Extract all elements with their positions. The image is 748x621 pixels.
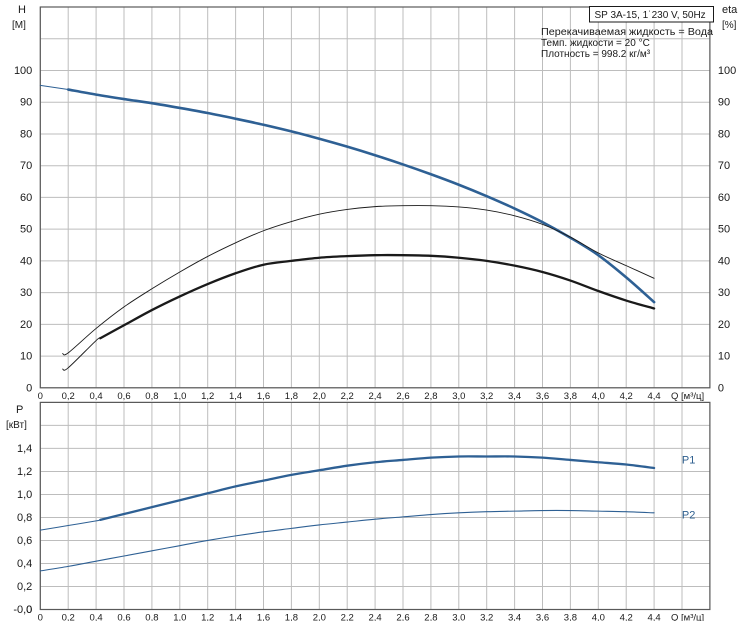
svg-text:1,0: 1,0 <box>17 489 32 501</box>
svg-text:1,4: 1,4 <box>229 613 242 621</box>
svg-text:3,8: 3,8 <box>564 391 577 402</box>
svg-text:Перекачиваемая жидкость = Вода: Перекачиваемая жидкость = Вода <box>541 27 713 38</box>
svg-text:P: P <box>16 404 23 416</box>
svg-text:Q [м³/ц]: Q [м³/ц] <box>671 391 704 402</box>
svg-text:60: 60 <box>718 192 730 204</box>
svg-text:10: 10 <box>718 351 730 363</box>
svg-text:90: 90 <box>20 97 32 109</box>
svg-text:90: 90 <box>718 97 730 109</box>
svg-text:50: 50 <box>20 224 32 236</box>
svg-text:4,4: 4,4 <box>647 613 660 621</box>
svg-text:0,8: 0,8 <box>145 391 158 402</box>
svg-text:2,4: 2,4 <box>368 613 381 621</box>
svg-text:3,6: 3,6 <box>536 391 549 402</box>
svg-text:0,6: 0,6 <box>117 391 130 402</box>
svg-text:40: 40 <box>718 255 730 267</box>
svg-text:40: 40 <box>20 255 32 267</box>
svg-text:3,6: 3,6 <box>536 613 549 621</box>
svg-text:2,6: 2,6 <box>396 613 409 621</box>
svg-text:1,2: 1,2 <box>17 466 32 478</box>
svg-text:1,4: 1,4 <box>229 391 242 402</box>
svg-text:SP 3A-15, 1˙230 V, 50Hz: SP 3A-15, 1˙230 V, 50Hz <box>595 10 706 21</box>
svg-text:0,2: 0,2 <box>62 613 75 621</box>
svg-text:30: 30 <box>718 287 730 299</box>
svg-text:P2: P2 <box>682 510 695 522</box>
svg-text:100: 100 <box>14 65 32 77</box>
svg-text:0: 0 <box>718 382 724 394</box>
svg-text:1,6: 1,6 <box>257 391 270 402</box>
svg-text:[кВт]: [кВт] <box>6 420 27 431</box>
svg-text:[%]: [%] <box>722 20 737 31</box>
svg-text:100: 100 <box>718 65 736 77</box>
svg-text:0,8: 0,8 <box>17 512 32 524</box>
svg-text:0: 0 <box>38 391 43 402</box>
svg-text:50: 50 <box>718 224 730 236</box>
svg-text:1,0: 1,0 <box>173 613 186 621</box>
svg-text:3,2: 3,2 <box>480 613 493 621</box>
svg-text:2,8: 2,8 <box>424 613 437 621</box>
svg-text:0,2: 0,2 <box>62 391 75 402</box>
svg-text:2,2: 2,2 <box>341 613 354 621</box>
svg-text:0: 0 <box>26 382 32 394</box>
svg-text:3,4: 3,4 <box>508 613 521 621</box>
svg-text:2,2: 2,2 <box>341 391 354 402</box>
svg-text:80: 80 <box>718 128 730 140</box>
svg-text:1,8: 1,8 <box>285 391 298 402</box>
svg-text:3,2: 3,2 <box>480 391 493 402</box>
svg-text:2,0: 2,0 <box>313 391 326 402</box>
svg-text:eta: eta <box>722 4 738 16</box>
svg-text:60: 60 <box>20 192 32 204</box>
svg-text:0,6: 0,6 <box>17 535 32 547</box>
svg-text:4,0: 4,0 <box>592 613 605 621</box>
svg-text:70: 70 <box>718 160 730 172</box>
svg-text:2,4: 2,4 <box>368 391 381 402</box>
svg-text:20: 20 <box>20 319 32 331</box>
svg-text:H: H <box>18 4 26 16</box>
svg-text:3,0: 3,0 <box>452 613 465 621</box>
svg-text:4,4: 4,4 <box>647 391 660 402</box>
svg-text:1,2: 1,2 <box>201 613 214 621</box>
svg-text:1,8: 1,8 <box>285 613 298 621</box>
svg-text:2,0: 2,0 <box>313 613 326 621</box>
svg-text:0,2: 0,2 <box>17 581 32 593</box>
svg-text:3,4: 3,4 <box>508 391 521 402</box>
svg-text:80: 80 <box>20 128 32 140</box>
svg-text:1,4: 1,4 <box>17 443 32 455</box>
svg-text:0: 0 <box>38 613 43 621</box>
svg-text:0: 0 <box>26 604 32 616</box>
svg-text:70: 70 <box>20 160 32 172</box>
svg-text:3,8: 3,8 <box>564 613 577 621</box>
svg-text:2,8: 2,8 <box>424 391 437 402</box>
svg-text:30: 30 <box>20 287 32 299</box>
svg-text:3,0: 3,0 <box>452 391 465 402</box>
svg-text:Q [м³/ц]: Q [м³/ц] <box>671 613 704 621</box>
svg-text:0,4: 0,4 <box>17 558 32 570</box>
svg-text:Плотность = 998.2 кг/м³: Плотность = 998.2 кг/м³ <box>541 49 651 60</box>
svg-text:P1: P1 <box>682 454 695 466</box>
svg-text:Темп. жидкости = 20 °C: Темп. жидкости = 20 °C <box>541 38 650 49</box>
svg-text:1,0: 1,0 <box>173 391 186 402</box>
svg-text:0,8: 0,8 <box>145 613 158 621</box>
svg-text:4,0: 4,0 <box>592 391 605 402</box>
svg-text:4,2: 4,2 <box>620 613 633 621</box>
svg-text:10: 10 <box>20 351 32 363</box>
svg-text:0,6: 0,6 <box>117 613 130 621</box>
svg-text:[M]: [M] <box>12 20 26 31</box>
svg-text:4,2: 4,2 <box>620 391 633 402</box>
svg-text:1,6: 1,6 <box>257 613 270 621</box>
svg-text:0,4: 0,4 <box>89 613 102 621</box>
svg-text:0,4: 0,4 <box>89 391 102 402</box>
svg-text:20: 20 <box>718 319 730 331</box>
svg-text:2,6: 2,6 <box>396 391 409 402</box>
svg-text:1,2: 1,2 <box>201 391 214 402</box>
